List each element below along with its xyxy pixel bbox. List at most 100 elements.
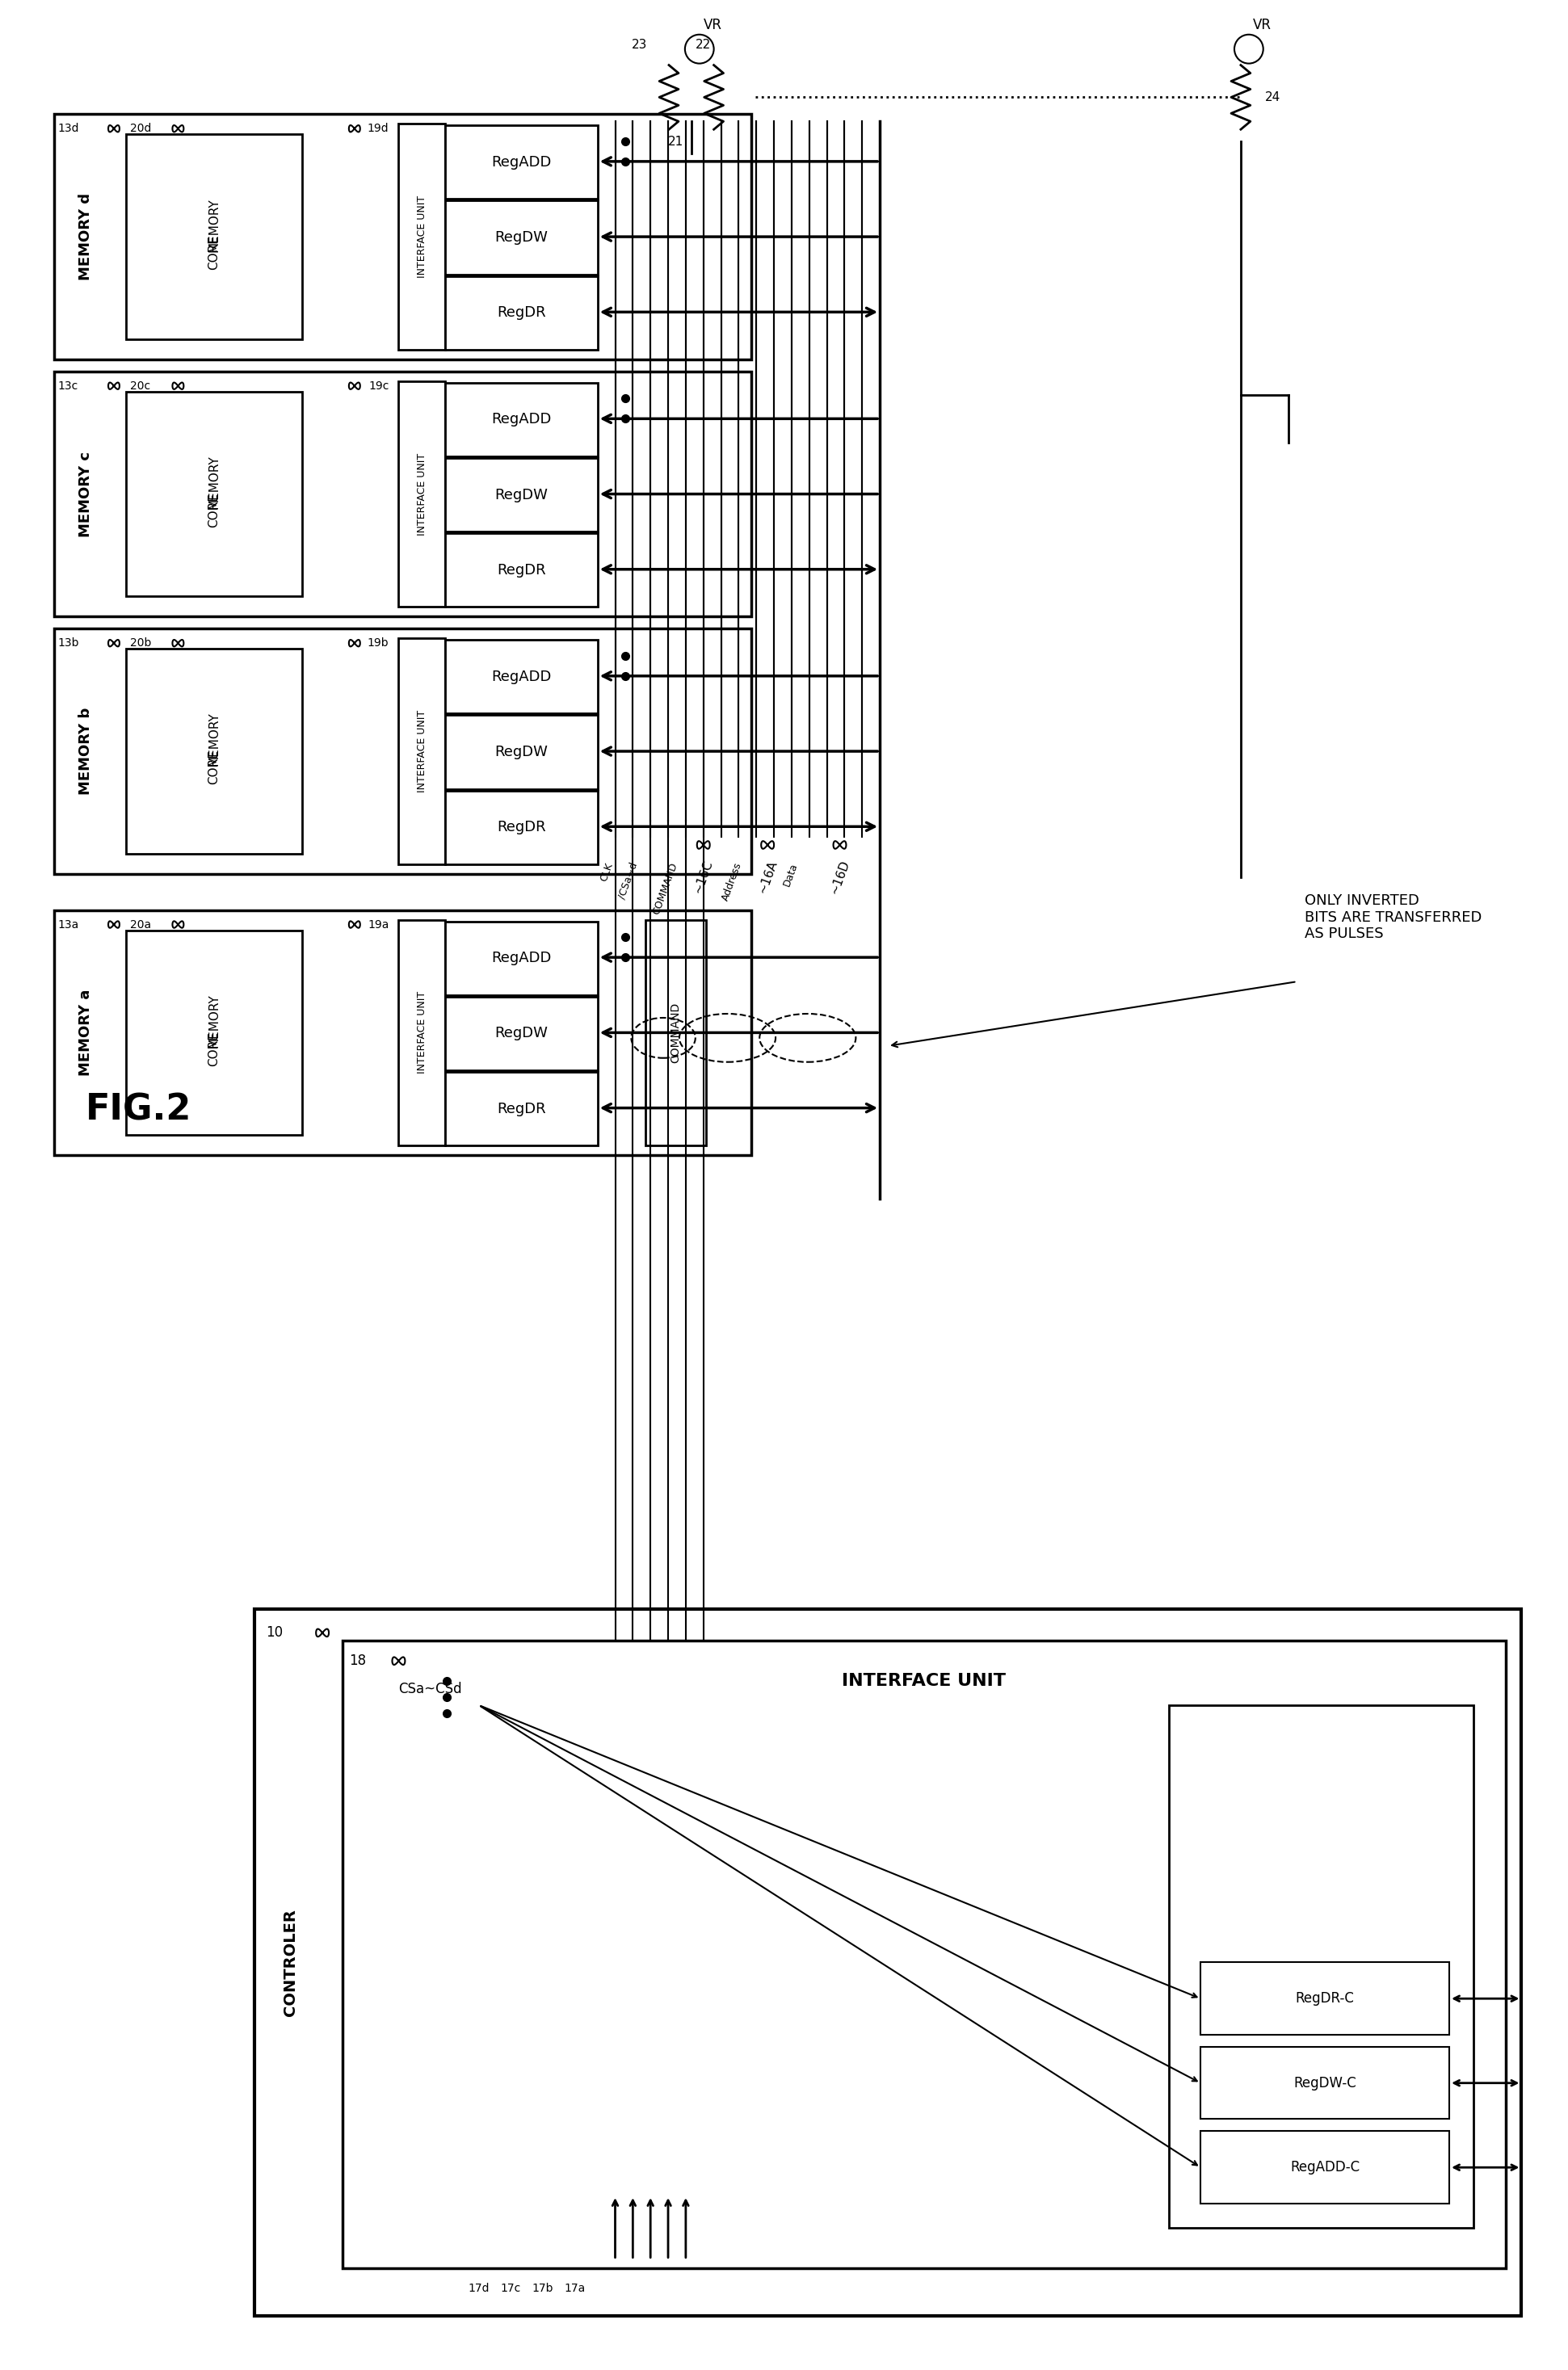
- Bar: [1168, 1704, 1474, 2228]
- Text: CORE: CORE: [209, 749, 220, 784]
- Text: 21: 21: [668, 135, 684, 147]
- Bar: [53, 910, 751, 1154]
- Text: CSa~CSd: CSa~CSd: [398, 1683, 463, 1697]
- Text: ~16D: ~16D: [828, 858, 851, 896]
- Bar: [445, 533, 597, 607]
- Text: ~16C: ~16C: [691, 858, 715, 896]
- Bar: [53, 372, 751, 616]
- Bar: [445, 716, 597, 789]
- Text: 13d: 13d: [58, 123, 78, 135]
- Text: RegDW: RegDW: [495, 1026, 547, 1040]
- Text: MEMORY c: MEMORY c: [78, 450, 93, 538]
- Text: RegDW: RegDW: [495, 744, 547, 758]
- Text: 17c: 17c: [500, 2282, 521, 2294]
- Bar: [445, 275, 597, 351]
- Text: VR: VR: [704, 17, 721, 33]
- Text: /CSa~d: /CSa~d: [616, 860, 640, 901]
- Text: MEMORY b: MEMORY b: [78, 709, 93, 794]
- Text: RegDW: RegDW: [495, 230, 547, 244]
- Text: 20a: 20a: [130, 920, 151, 929]
- Bar: [125, 135, 303, 339]
- Bar: [398, 123, 445, 351]
- Bar: [254, 1609, 1521, 2315]
- Bar: [398, 382, 445, 607]
- Text: CLK: CLK: [599, 860, 615, 882]
- Bar: [445, 998, 597, 1071]
- Text: 23: 23: [632, 38, 648, 52]
- Bar: [445, 640, 597, 713]
- Text: RegADD: RegADD: [491, 154, 552, 171]
- Text: RegDR-C: RegDR-C: [1295, 1991, 1355, 2005]
- Text: Data: Data: [781, 860, 800, 886]
- Bar: [445, 126, 597, 199]
- Text: 19a: 19a: [367, 920, 389, 929]
- Bar: [445, 382, 597, 457]
- Text: INTERFACE UNIT: INTERFACE UNIT: [417, 711, 426, 792]
- Text: 17a: 17a: [564, 2282, 586, 2294]
- Text: 19b: 19b: [367, 638, 389, 649]
- Text: CONTROLER: CONTROLER: [282, 1908, 298, 2017]
- Bar: [445, 1071, 597, 1145]
- Bar: [342, 1640, 1505, 2268]
- Text: RegADD: RegADD: [491, 412, 552, 427]
- Bar: [53, 114, 751, 360]
- Text: 13c: 13c: [58, 379, 78, 391]
- Bar: [445, 457, 597, 531]
- Text: FIG.2: FIG.2: [86, 1093, 191, 1128]
- Text: MEMORY a: MEMORY a: [78, 988, 93, 1076]
- Text: ONLY INVERTED
BITS ARE TRANSFERRED
AS PULSES: ONLY INVERTED BITS ARE TRANSFERRED AS PU…: [1305, 893, 1482, 941]
- Text: 13b: 13b: [58, 638, 78, 649]
- Text: 19d: 19d: [367, 123, 389, 135]
- Text: CORE: CORE: [209, 493, 220, 529]
- Text: VR: VR: [1253, 17, 1272, 33]
- Bar: [445, 792, 597, 865]
- Text: CORE: CORE: [209, 1031, 220, 1066]
- Bar: [53, 628, 751, 875]
- Text: RegDW-C: RegDW-C: [1294, 2076, 1356, 2090]
- Text: RegADD-C: RegADD-C: [1290, 2159, 1359, 2176]
- Text: 20b: 20b: [130, 638, 151, 649]
- Bar: [398, 638, 445, 865]
- Text: 18: 18: [350, 1654, 365, 1668]
- Text: INTERFACE UNIT: INTERFACE UNIT: [417, 194, 426, 277]
- Text: MEMORY: MEMORY: [209, 455, 220, 510]
- Text: RegADD: RegADD: [491, 950, 552, 965]
- Bar: [1201, 2048, 1449, 2119]
- Text: MEMORY d: MEMORY d: [78, 192, 93, 280]
- Text: 24: 24: [1265, 90, 1281, 104]
- Text: 22: 22: [695, 38, 710, 52]
- Text: RegDR: RegDR: [497, 820, 546, 834]
- Text: COMMAND: COMMAND: [670, 1003, 682, 1064]
- Bar: [646, 920, 706, 1145]
- Bar: [125, 391, 303, 597]
- Text: 17d: 17d: [469, 2282, 489, 2294]
- Text: INTERFACE UNIT: INTERFACE UNIT: [842, 1673, 1007, 1690]
- Text: ~16A: ~16A: [756, 858, 779, 896]
- Text: MEMORY: MEMORY: [209, 993, 220, 1048]
- Text: INTERFACE UNIT: INTERFACE UNIT: [417, 453, 426, 536]
- Text: 10: 10: [267, 1626, 284, 1640]
- Text: RegDR: RegDR: [497, 306, 546, 320]
- Text: RegDR: RegDR: [497, 1102, 546, 1116]
- Text: INTERFACE UNIT: INTERFACE UNIT: [417, 991, 426, 1074]
- Text: 20d: 20d: [130, 123, 151, 135]
- Text: RegDR: RegDR: [497, 562, 546, 578]
- Text: RegADD: RegADD: [491, 668, 552, 685]
- Text: Address: Address: [720, 860, 743, 903]
- Bar: [445, 201, 597, 275]
- Text: CORE: CORE: [209, 235, 220, 270]
- Bar: [125, 649, 303, 853]
- Text: 13a: 13a: [58, 920, 78, 929]
- Bar: [445, 922, 597, 995]
- Text: MEMORY: MEMORY: [209, 197, 220, 251]
- Text: COMMAND: COMMAND: [651, 860, 679, 915]
- Text: MEMORY: MEMORY: [209, 713, 220, 766]
- Bar: [125, 929, 303, 1135]
- Bar: [1201, 2131, 1449, 2204]
- Text: 19c: 19c: [368, 379, 389, 391]
- Text: 17b: 17b: [532, 2282, 554, 2294]
- Bar: [1201, 1962, 1449, 2036]
- Bar: [398, 920, 445, 1145]
- Text: 20c: 20c: [130, 379, 151, 391]
- Text: RegDW: RegDW: [495, 488, 547, 502]
